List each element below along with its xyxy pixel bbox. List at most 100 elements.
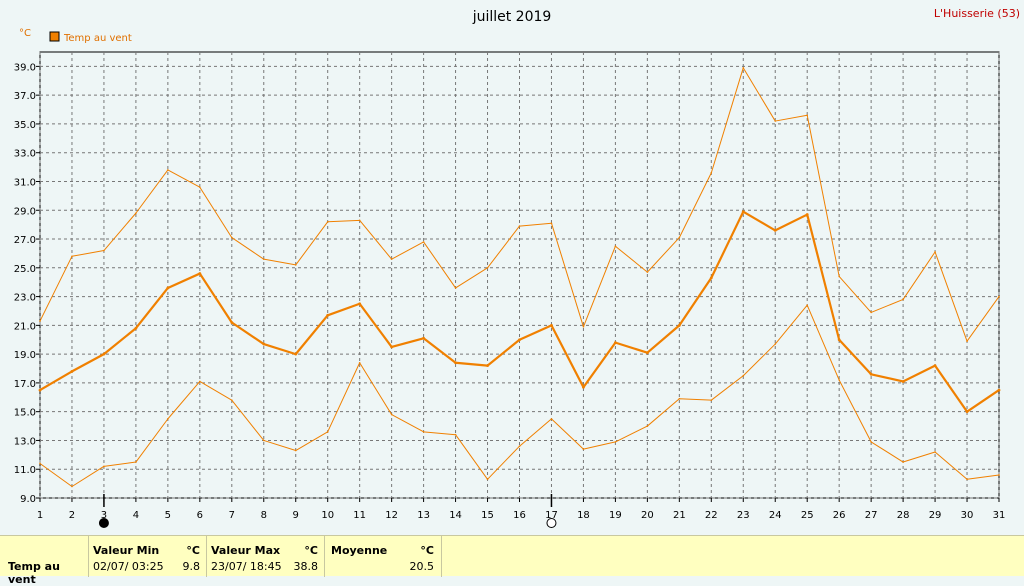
x-tick-label: 6 bbox=[197, 510, 203, 521]
x-tick-label: 26 bbox=[833, 510, 846, 521]
stats-max-value: 38.8 bbox=[293, 560, 319, 573]
stats-max-unit: °C bbox=[304, 544, 318, 557]
data-point-mean bbox=[70, 369, 74, 373]
data-point-min bbox=[167, 418, 169, 420]
y-axis-unit: °C bbox=[19, 28, 31, 39]
data-point-max bbox=[326, 220, 329, 223]
x-tick-label: 18 bbox=[577, 510, 590, 521]
x-tick-label: 8 bbox=[261, 510, 267, 521]
x-tick-label: 14 bbox=[449, 510, 462, 521]
full-moon-marker bbox=[546, 518, 557, 528]
data-point-max bbox=[870, 311, 872, 314]
data-point-mean bbox=[645, 351, 649, 355]
data-point-max bbox=[71, 255, 73, 258]
y-tick-label: 35.0 bbox=[14, 120, 36, 131]
y-tick-label: 17.0 bbox=[14, 379, 36, 390]
data-point-mean bbox=[997, 388, 1001, 392]
legend-label: Temp au vent bbox=[63, 33, 132, 44]
x-tick-label: 7 bbox=[229, 510, 235, 521]
x-tick-label: 15 bbox=[481, 510, 494, 521]
data-point-mean bbox=[550, 323, 553, 327]
data-point-min bbox=[486, 478, 489, 481]
data-point-min bbox=[966, 478, 968, 481]
data-point-max bbox=[646, 271, 649, 273]
x-tick-label: 12 bbox=[385, 510, 398, 521]
data-point-min bbox=[390, 413, 393, 416]
x-tick-label: 22 bbox=[705, 510, 718, 521]
data-point-max bbox=[774, 120, 777, 122]
data-point-mean bbox=[326, 313, 330, 317]
data-point-min bbox=[678, 397, 681, 400]
data-point-min bbox=[326, 431, 329, 433]
stats-min-date: 02/07/ 03:25 bbox=[93, 560, 164, 573]
data-point-min bbox=[774, 343, 777, 345]
y-tick-label: 11.0 bbox=[14, 465, 36, 476]
y-tick-label: 31.0 bbox=[14, 177, 36, 188]
stats-min-cell: Valeur Min °C 02/07/ 03:25 9.8 bbox=[89, 536, 207, 577]
x-tick-label: 20 bbox=[641, 510, 654, 521]
stats-min-value: 9.8 bbox=[182, 560, 201, 573]
data-point-max bbox=[231, 236, 233, 239]
data-point-min bbox=[710, 399, 713, 401]
y-tick-label: 21.0 bbox=[14, 321, 36, 332]
data-point-min bbox=[294, 449, 297, 452]
data-point-mean bbox=[582, 385, 585, 389]
y-tick-label: 29.0 bbox=[14, 206, 36, 217]
data-point-max bbox=[262, 258, 265, 260]
data-point-mean bbox=[422, 336, 425, 340]
data-point-min bbox=[838, 379, 840, 381]
data-point-mean bbox=[741, 210, 745, 214]
data-point-max bbox=[902, 298, 904, 301]
y-tick-label: 37.0 bbox=[14, 91, 36, 102]
data-point-min bbox=[199, 380, 201, 383]
data-point-max bbox=[135, 212, 137, 214]
data-point-mean bbox=[358, 302, 362, 306]
x-tick-label: 30 bbox=[961, 510, 974, 521]
data-point-min bbox=[422, 431, 425, 433]
data-point-max bbox=[582, 325, 585, 328]
x-tick-label: 31 bbox=[993, 510, 1006, 521]
chart-title: juillet 2019 bbox=[472, 9, 552, 25]
y-tick-label: 13.0 bbox=[14, 436, 36, 447]
data-point-max bbox=[454, 287, 457, 289]
data-point-max bbox=[998, 295, 1000, 298]
data-point-max bbox=[390, 258, 393, 260]
data-point-mean bbox=[454, 361, 457, 365]
data-point-min bbox=[135, 461, 137, 463]
y-tick-label: 19.0 bbox=[14, 350, 36, 361]
data-point-mean bbox=[102, 352, 106, 356]
data-point-max bbox=[103, 249, 105, 252]
temperature-chart: juillet 2019 L'Huisserie (53) °C Temp au… bbox=[14, 7, 1020, 528]
stats-mean-value: 20.5 bbox=[409, 560, 435, 573]
data-point-max bbox=[742, 67, 745, 69]
data-point-mean bbox=[262, 342, 266, 346]
data-point-max bbox=[710, 172, 713, 174]
data-point-min bbox=[550, 418, 553, 420]
data-point-mean bbox=[198, 272, 202, 275]
data-point-max bbox=[294, 264, 297, 266]
data-point-min bbox=[103, 465, 105, 468]
y-tick-label: 33.0 bbox=[14, 149, 36, 160]
data-point-mean bbox=[869, 372, 873, 376]
x-tick-label: 17 bbox=[545, 510, 558, 521]
legend-swatch bbox=[49, 31, 60, 42]
data-point-max bbox=[486, 267, 489, 269]
x-tick-label: 2 bbox=[69, 510, 75, 521]
x-tick-label: 5 bbox=[165, 510, 171, 521]
x-tick-label: 9 bbox=[293, 510, 299, 521]
y-tick-label: 23.0 bbox=[14, 293, 36, 304]
x-tick-label: 21 bbox=[673, 510, 686, 521]
stats-mean-cell: Moyenne °C 20.5 bbox=[325, 536, 442, 577]
data-point-min bbox=[742, 374, 745, 377]
data-point-max bbox=[358, 219, 361, 222]
new-moon-marker bbox=[98, 518, 109, 528]
x-tick-label: 16 bbox=[513, 510, 526, 521]
stats-mean-unit: °C bbox=[420, 544, 434, 557]
stats-row-label-cell: Temp au vent bbox=[0, 536, 89, 586]
data-point-mean bbox=[965, 410, 969, 414]
data-point-max bbox=[422, 241, 425, 243]
data-point-min bbox=[71, 485, 73, 488]
x-tick-label: 23 bbox=[737, 510, 750, 521]
data-point-max bbox=[934, 251, 936, 253]
data-point-max bbox=[167, 169, 169, 171]
